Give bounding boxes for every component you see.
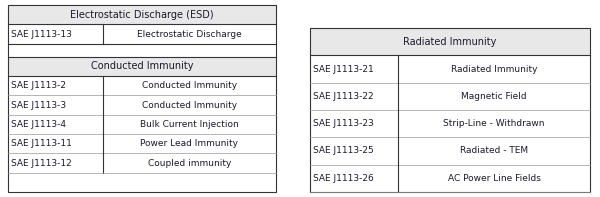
Text: Radiated Immunity: Radiated Immunity bbox=[451, 64, 537, 73]
Text: Radiated - TEM: Radiated - TEM bbox=[460, 147, 528, 155]
Text: SAE J1113-21: SAE J1113-21 bbox=[313, 64, 374, 73]
Text: Conducted Immunity: Conducted Immunity bbox=[142, 100, 237, 110]
Text: SAE J1113-11: SAE J1113-11 bbox=[11, 139, 72, 148]
Text: Magnetic Field: Magnetic Field bbox=[461, 92, 527, 101]
Text: SAE J1113-13: SAE J1113-13 bbox=[11, 30, 72, 38]
Text: SAE J1113-12: SAE J1113-12 bbox=[11, 159, 72, 167]
Text: Conducted Immunity: Conducted Immunity bbox=[91, 61, 193, 71]
Text: Radiated Immunity: Radiated Immunity bbox=[403, 37, 497, 47]
Text: SAE J1113-2: SAE J1113-2 bbox=[11, 81, 66, 90]
Text: Bulk Current Injection: Bulk Current Injection bbox=[140, 120, 239, 129]
Text: Strip-Line - Withdrawn: Strip-Line - Withdrawn bbox=[443, 119, 545, 128]
Text: SAE J1113-25: SAE J1113-25 bbox=[313, 147, 374, 155]
Text: SAE J1113-3: SAE J1113-3 bbox=[11, 100, 66, 110]
Text: Conducted Immunity: Conducted Immunity bbox=[142, 81, 237, 90]
Text: Power Lead Immunity: Power Lead Immunity bbox=[140, 139, 239, 148]
Bar bbox=[8, 5, 276, 24]
Bar bbox=[8, 57, 276, 76]
Text: SAE J1113-23: SAE J1113-23 bbox=[313, 119, 374, 128]
Text: Coupled immunity: Coupled immunity bbox=[148, 159, 231, 167]
Text: AC Power Line Fields: AC Power Line Fields bbox=[448, 174, 541, 183]
Bar bbox=[310, 28, 590, 192]
Text: Electrostatic Discharge (ESD): Electrostatic Discharge (ESD) bbox=[70, 10, 214, 20]
Text: Electrostatic Discharge: Electrostatic Discharge bbox=[137, 30, 242, 38]
Text: SAE J1113-4: SAE J1113-4 bbox=[11, 120, 66, 129]
Bar bbox=[8, 5, 276, 192]
Text: SAE J1113-26: SAE J1113-26 bbox=[313, 174, 374, 183]
Bar bbox=[310, 28, 590, 55]
Text: SAE J1113-22: SAE J1113-22 bbox=[313, 92, 374, 101]
